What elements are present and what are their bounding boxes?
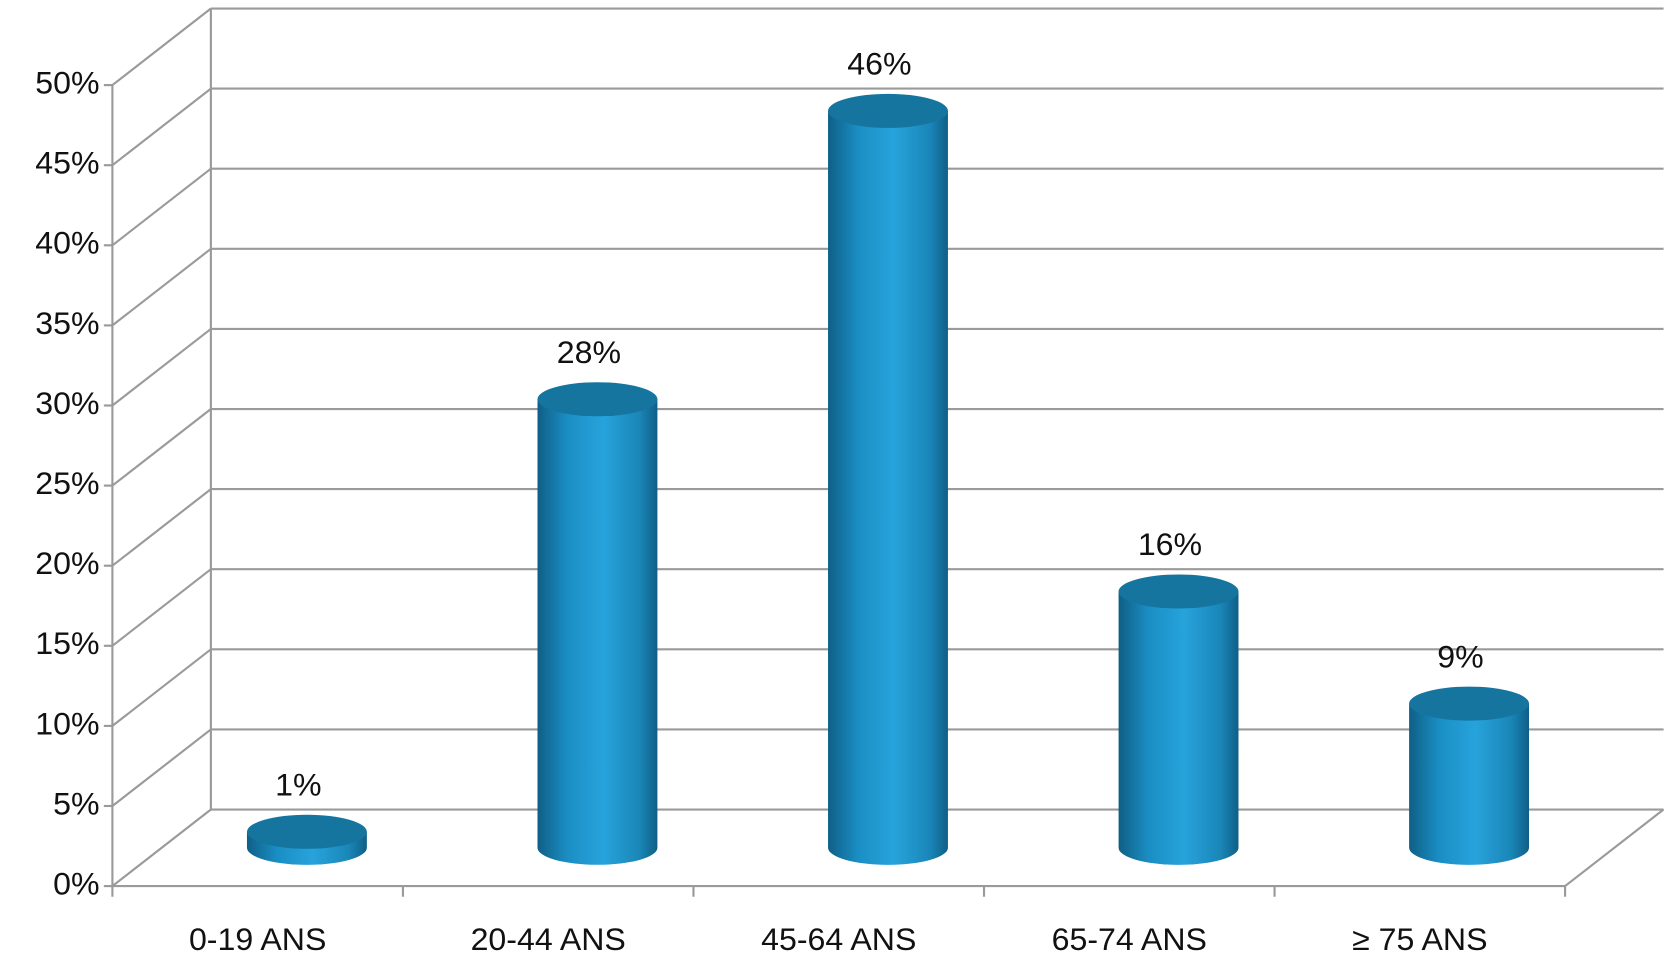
grid-line-side (111, 728, 212, 807)
y-tick-label: 30% (35, 385, 99, 421)
grid-line-side (111, 648, 212, 727)
bar (828, 110, 948, 865)
x-tick-label: 45-64 ANS (761, 921, 916, 957)
x-tick-label: 65-74 ANS (1052, 921, 1207, 957)
bar-top (537, 382, 658, 417)
data-label: 9% (1437, 638, 1483, 674)
y-tick-label: 50% (35, 65, 99, 101)
x-tick-label: 0-19 ANS (189, 921, 326, 957)
bar (1409, 703, 1530, 865)
y-tick-label: 40% (35, 225, 99, 261)
grid-line-side (111, 808, 212, 887)
y-tick-label: 45% (35, 145, 99, 181)
y-tick-label: 20% (35, 545, 99, 581)
grid-line-side (111, 247, 212, 327)
bar-top (828, 93, 948, 128)
x-tick-label: ≥ 75 ANS (1352, 921, 1487, 957)
y-tick-label: 35% (35, 305, 99, 341)
data-label: 28% (557, 334, 621, 370)
data-label: 1% (275, 767, 321, 803)
grid-line-side (111, 7, 212, 86)
y-tick-label: 0% (53, 866, 99, 902)
x-tick-label: 20-44 ANS (471, 921, 626, 957)
y-tick-label: 15% (35, 625, 99, 661)
data-label: 46% (847, 46, 911, 82)
y-tick-label: 25% (35, 465, 99, 501)
grid-line-side (111, 87, 212, 167)
bar (537, 399, 658, 865)
y-tick-label: 10% (35, 705, 99, 741)
grid-line-side (111, 488, 212, 567)
grid-line-side (111, 328, 212, 407)
grid-line-side (111, 408, 212, 487)
floor-edge (1564, 808, 1665, 887)
data-label: 16% (1138, 526, 1202, 562)
bar-top (1118, 574, 1239, 609)
grid-line-side (111, 568, 212, 647)
y-tick-label: 5% (53, 786, 99, 822)
bar-top (246, 814, 367, 849)
grid-line-side (111, 167, 212, 247)
bar-top (1409, 686, 1530, 721)
bar (1118, 591, 1239, 865)
